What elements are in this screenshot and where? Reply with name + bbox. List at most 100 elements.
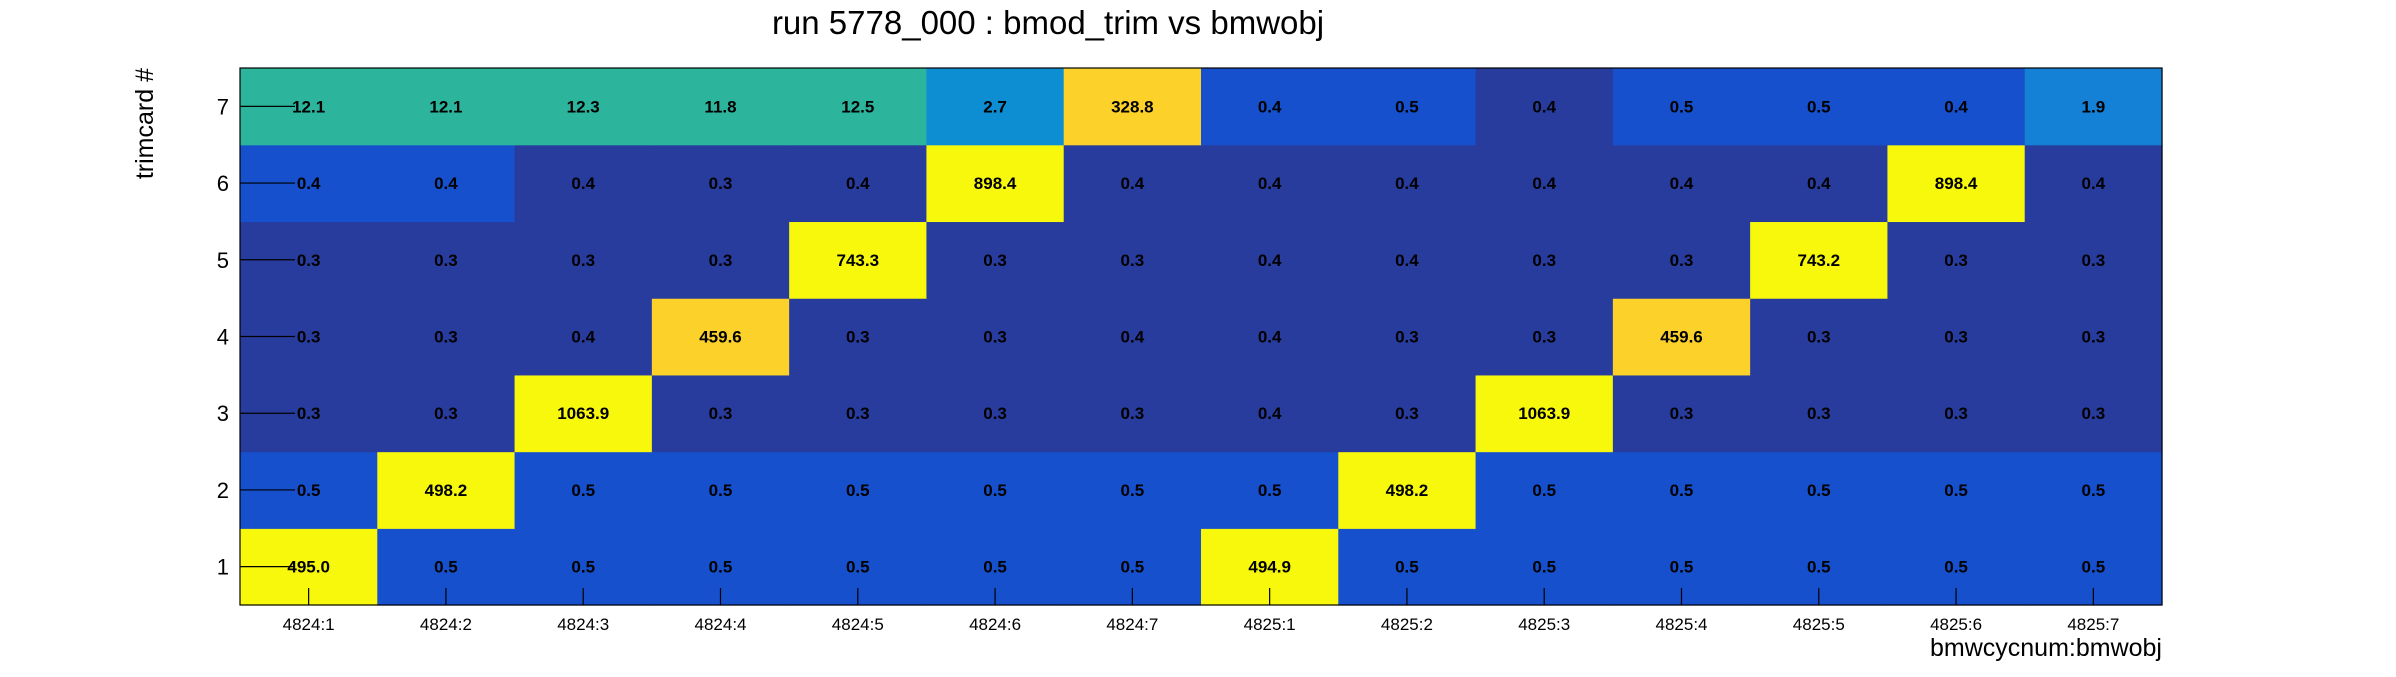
heatmap-cell [2024, 68, 2163, 146]
cell-value-label: 0.5 [983, 558, 1007, 577]
cell-value-label: 0.4 [1532, 174, 1556, 193]
cell-value-label: 743.2 [1798, 251, 1841, 270]
cell-value-label: 0.3 [1944, 251, 1968, 270]
cell-value-label: 12.1 [292, 97, 325, 116]
x-tick-label: 4825:2 [1381, 615, 1433, 634]
y-tick-label: 7 [217, 94, 229, 119]
heatmap-cell [1750, 68, 1889, 146]
cell-value-label: 495.0 [287, 558, 330, 577]
heatmap-cell [377, 298, 516, 376]
cell-value-label: 0.5 [1670, 558, 1694, 577]
y-axis-title: trimcard # [131, 68, 159, 179]
x-tick-label: 4825:3 [1518, 615, 1570, 634]
heatmap-cell [1338, 298, 1477, 376]
cell-value-label: 0.5 [571, 481, 595, 500]
heatmap-cell [1612, 374, 1751, 453]
heatmap-cells [240, 68, 2163, 606]
cell-value-label: 0.3 [1121, 404, 1145, 423]
cell-value-label: 2.7 [983, 97, 1007, 116]
cell-value-label: 0.5 [571, 558, 595, 577]
cell-value-labels: 495.0 0.5 0.5 0.5 0.5 0.5 0.5 494.9 0.5 0.5 0.5 0.5… [287, 97, 2105, 576]
heatmap-cell [1612, 451, 1751, 529]
heatmap-cell [1201, 68, 1339, 146]
x-tick-label: 4824:4 [695, 615, 747, 634]
heatmap-cell [1201, 374, 1339, 453]
heatmap-cell [1750, 144, 1889, 223]
heatmap-cell [1063, 68, 1202, 146]
heatmap-cell [926, 68, 1065, 146]
cell-value-label: 0.5 [846, 558, 870, 577]
cell-value-label: 0.5 [1258, 481, 1282, 500]
heatmap-cell [1612, 298, 1751, 376]
cell-value-label: 0.3 [2082, 328, 2106, 347]
cell-value-label: 0.5 [846, 481, 870, 500]
heatmap-cell [1338, 68, 1477, 146]
cell-value-label: 0.3 [297, 251, 321, 270]
cell-value-label: 0.5 [1121, 558, 1145, 577]
cell-value-label: 0.3 [1121, 251, 1145, 270]
cell-value-label: 0.5 [1807, 97, 1831, 116]
x-tick-label: 4825:4 [1656, 615, 1708, 634]
cell-value-label: 0.5 [1121, 481, 1145, 500]
cell-value-label: 0.5 [434, 558, 458, 577]
cell-value-label: 0.3 [1944, 328, 1968, 347]
cell-value-label: 1063.9 [1518, 404, 1570, 423]
heatmap-cell [789, 144, 928, 223]
cell-value-label: 0.5 [2082, 558, 2106, 577]
cell-value-label: 0.3 [1944, 404, 1968, 423]
heatmap-cell [926, 451, 1065, 529]
cell-value-label: 0.4 [1258, 251, 1282, 270]
cell-value-label: 0.4 [1258, 97, 1282, 116]
heatmap-cell [1887, 451, 2026, 529]
cell-value-label: 0.5 [709, 481, 733, 500]
cell-value-label: 0.4 [1395, 174, 1419, 193]
heatmap-cell [1201, 221, 1339, 299]
cell-value-label: 898.4 [1935, 174, 1978, 193]
heatmap-cell [789, 374, 928, 453]
heatmap-cell [1887, 221, 2026, 299]
cell-value-label: 0.3 [1670, 404, 1694, 423]
cell-value-label: 0.5 [297, 481, 321, 500]
heatmap-cell [1475, 68, 1614, 146]
cell-value-label: 494.9 [1248, 558, 1291, 577]
cell-value-label: 459.6 [1660, 328, 1703, 347]
cell-value-label: 0.4 [1258, 404, 1282, 423]
cell-value-label: 0.3 [2082, 251, 2106, 270]
heatmap-cell [1612, 221, 1751, 299]
cell-value-label: 0.4 [571, 174, 595, 193]
x-tick-label: 4825:7 [2067, 615, 2119, 634]
cell-value-label: 0.3 [1395, 404, 1419, 423]
cell-value-label: 0.3 [709, 251, 733, 270]
heatmap-cell [2024, 451, 2163, 529]
cell-value-label: 0.5 [1944, 481, 1968, 500]
heatmap-cell [1338, 451, 1477, 529]
cell-value-label: 0.5 [2082, 481, 2106, 500]
heatmap-cell [1750, 374, 1889, 453]
cell-value-label: 0.3 [434, 404, 458, 423]
heatmap-cell [2024, 221, 2163, 299]
heatmap-cell [651, 144, 790, 223]
cell-value-label: 0.5 [1807, 481, 1831, 500]
heatmap-cell [1338, 221, 1477, 299]
cell-value-label: 0.3 [1395, 328, 1419, 347]
x-axis-title: bmwcycnum:bmwobj [1930, 634, 2162, 662]
chart-title: run 5778_000 : bmod_trim vs bmwobj [772, 4, 1324, 41]
cell-value-label: 0.4 [1807, 174, 1831, 193]
cell-value-label: 0.3 [571, 251, 595, 270]
cell-value-label: 0.3 [983, 404, 1007, 423]
heatmap-cell [1338, 144, 1477, 223]
y-tick-label: 4 [217, 325, 229, 350]
cell-value-label: 498.2 [1386, 481, 1429, 500]
cell-value-label: 0.5 [1807, 558, 1831, 577]
heatmap-cell [651, 298, 790, 376]
cell-value-label: 743.3 [837, 251, 880, 270]
heatmap-cell [1063, 451, 1202, 529]
cell-value-label: 0.4 [1395, 251, 1419, 270]
cell-value-label: 0.3 [1807, 328, 1831, 347]
y-tick-label: 5 [217, 248, 229, 273]
x-tick-label: 4824:5 [832, 615, 884, 634]
cell-value-label: 0.3 [709, 174, 733, 193]
x-tick-label: 4824:6 [969, 615, 1021, 634]
cell-value-label: 12.5 [841, 97, 874, 116]
